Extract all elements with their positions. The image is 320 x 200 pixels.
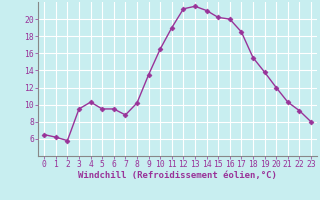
X-axis label: Windchill (Refroidissement éolien,°C): Windchill (Refroidissement éolien,°C) [78,171,277,180]
